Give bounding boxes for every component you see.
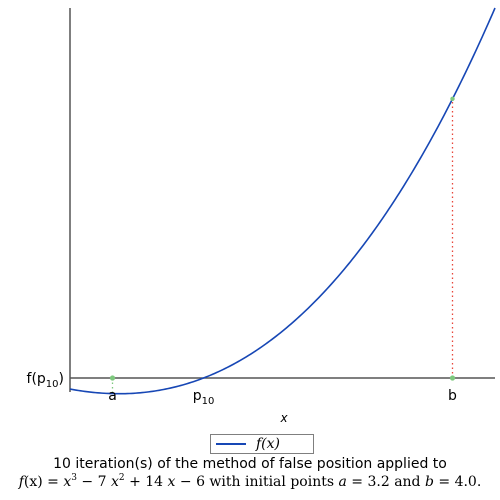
x-tick-sub-p: 10 [202,396,215,407]
marker-point-a [109,375,116,381]
y-tick-sub: 10 [46,379,59,390]
guide-lines [111,98,454,394]
axes [69,8,495,392]
x-tick-text-b: b [448,388,457,404]
marker-point-fb [450,96,455,102]
point-markers [109,96,456,381]
x-tick-text-p: p [193,388,202,404]
caption-exp3: 3 [71,473,77,483]
series-line-f [69,7,496,395]
caption-line-1: 10 iteration(s) of the method of false p… [53,456,447,472]
caption-b-symbol: b [424,474,434,490]
caption-line-2: f(x) = x3 − 7 x2 + 14 x − 6 with initial… [0,473,500,491]
caption-mid1: − 7 [76,474,111,490]
caption-func-name: f [18,474,24,490]
legend: f(x) [210,434,314,454]
y-tick-label: f(p10) [27,371,64,390]
legend-swatch [216,443,246,445]
y-tick-text: f(p [27,371,46,387]
x-tick-label-a: a [108,388,117,404]
x-tick-label-b: b [448,388,457,404]
x-tick-label-p: p10 [193,388,215,407]
caption-exp2: 2 [118,473,125,483]
tick-labels: a p10 bxf(p10) [27,371,458,425]
caption-b-value: = 4.0. [433,474,482,490]
caption-mid2: + 14 [124,474,168,490]
caption-x3: x [167,474,176,490]
function-curve [69,7,496,395]
caption-func-arg: (x) = [23,474,64,490]
caption-tail1: − 6 with initial points [175,474,339,490]
legend-label: f(x) [256,436,281,452]
y-tick-close: ) [59,371,64,387]
caption-x1: x [63,474,72,490]
caption-a-symbol: a [338,474,347,490]
x-tick-text-a: a [108,388,117,404]
x-axis-label: x [279,411,288,425]
caption-a-value: = 3.2 and [346,474,425,490]
marker-point-b [449,375,456,381]
caption-x2: x [110,474,119,490]
